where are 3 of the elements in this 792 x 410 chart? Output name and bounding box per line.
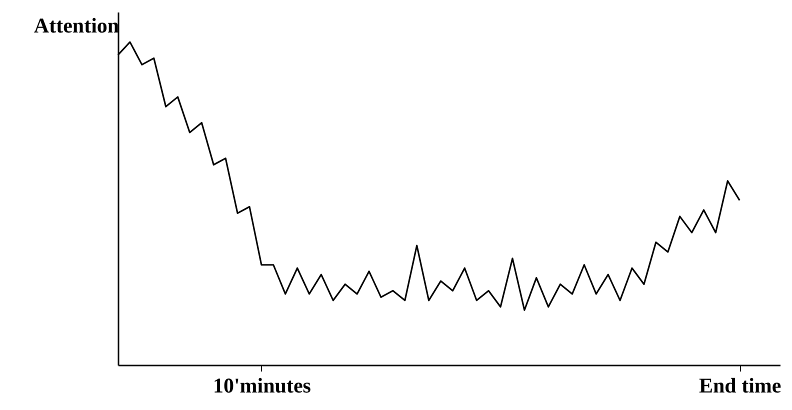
y-axis-title: Attention (34, 14, 120, 38)
x-tick-label: End time (698, 374, 782, 398)
x-tick-label: 10'minutes (212, 374, 311, 398)
